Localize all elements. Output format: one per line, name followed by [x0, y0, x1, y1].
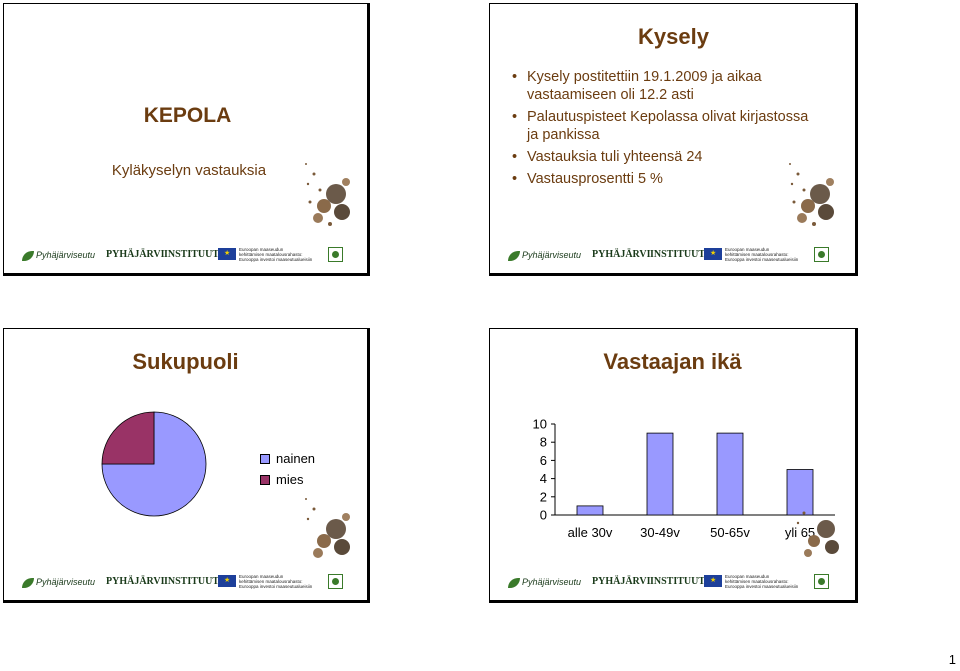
leaf-logo-icon: [508, 577, 520, 588]
legend-label: nainen: [276, 451, 316, 466]
sponsor-footer: Pyhäjärviseutu PYHÄJÄRVI INSTITUUTTI Eur…: [508, 245, 838, 267]
sponsor-footer: Pyhäjärviseutu PYHÄJÄRVI INSTITUUTTI Eur…: [22, 572, 352, 594]
pyhajarviseutu-logo: Pyhäjärviseutu: [36, 250, 96, 260]
pyhajarvi-logo: PYHÄJÄRVI: [106, 576, 165, 587]
soil-decoration-image: [305, 163, 350, 226]
slide-vastaajan-ika: Vastaajan ikä 0 2 4 6 8 10 alle 30v 30-49v 50-65…: [489, 328, 858, 603]
leader-logo-icon: [328, 247, 343, 262]
pyhajarvi-logo: PYHÄJÄRVI: [592, 576, 651, 587]
y-tick-label: 4: [540, 471, 547, 486]
slide-title: KEPOLA: [143, 104, 232, 127]
legend-item: mies: [256, 472, 315, 493]
bar-alle 30v: [576, 505, 604, 516]
instituutti-logo: INSTITUUTTI: [164, 249, 230, 260]
pyhajarviseutu-logo: Pyhäjärviseutu: [36, 577, 96, 587]
x-tick-label: yli 65: [785, 525, 815, 540]
legend-item: nainen: [256, 451, 315, 472]
eu-flag-icon: [218, 575, 236, 587]
instituutti-logo: INSTITUUTTI: [164, 576, 230, 587]
y-tick-label: 8: [540, 435, 547, 450]
pie-chart: [101, 411, 207, 517]
leader-logo-icon: [814, 574, 829, 589]
bullet-item: Palautuspisteet Kepolassa olivat kirjast…: [512, 108, 818, 144]
slide-kysely: Kysely Kysely postitettiin 19.1.2009 ja …: [489, 3, 858, 276]
y-tick-label: 10: [533, 417, 547, 432]
slide-title: Kysely: [638, 24, 709, 49]
bar-yli 65: [786, 469, 814, 516]
slide-title: Vastaajan ikä: [603, 349, 742, 374]
soil-decoration-image: [305, 498, 350, 558]
sponsor-footer: Pyhäjärviseutu PYHÄJÄRVI INSTITUUTTI Eur…: [508, 572, 838, 594]
leaf-logo-icon: [22, 250, 34, 261]
pie-legend: nainen mies: [256, 451, 315, 493]
soil-decoration-image: [796, 511, 839, 557]
leader-logo-icon: [328, 574, 343, 589]
instituutti-logo: INSTITUUTTI: [650, 249, 716, 260]
legend-label: mies: [276, 472, 304, 487]
pie-slice-nainen: [101, 411, 207, 517]
slide-kepola: KEPOLA Kyläkyselyn vastauksia Pyhäjärvis…: [3, 3, 370, 276]
pyhajarvi-logo: PYHÄJÄRVI: [106, 249, 165, 260]
bar-50-65v: [716, 432, 744, 516]
x-tick-label: alle 30v: [568, 525, 613, 540]
sponsor-footer: Pyhäjärviseutu PYHÄJÄRVI INSTITUUTTI Eur…: [22, 245, 352, 267]
eu-flag-icon: [218, 248, 236, 260]
slide-sukupuoli: Sukupuoli nainen mies Pyhäjärviseutu PYH…: [3, 328, 370, 603]
page-number: 1: [948, 652, 956, 667]
leader-logo-icon: [814, 247, 829, 262]
eu-text: Euroopan maaseudun kehittämisen maatalous…: [239, 247, 313, 262]
pyhajarviseutu-logo: Pyhäjärviseutu: [522, 250, 582, 260]
eu-flag-icon: [704, 248, 722, 260]
bullet-list: Kysely postitettiin 19.1.2009 ja aikaa v…: [512, 68, 818, 192]
eu-text: Euroopan maaseudun kehittämisen maatalous…: [725, 247, 799, 262]
y-tick-label: 6: [540, 453, 547, 468]
legend-swatch: [260, 454, 270, 464]
bar-chart: 0 2 4 6 8 10 alle 30v 30-49v 50-65v yli 65: [533, 417, 835, 540]
soil-decoration-image: [789, 163, 834, 226]
eu-flag-icon: [704, 575, 722, 587]
x-tick-label: 30-49v: [640, 525, 680, 540]
legend-swatch: [260, 475, 270, 485]
bullet-item: Vastauksia tuli yhteensä 24: [512, 148, 818, 166]
pie-slice-mies: [101, 411, 155, 465]
y-tick-label: 0: [540, 508, 547, 523]
eu-text: Euroopan maaseudun kehittämisen maatalous…: [725, 574, 799, 589]
bar-30-49v: [646, 432, 674, 516]
instituutti-logo: INSTITUUTTI: [650, 576, 716, 587]
slide-subtitle: Kyläkyselyn vastauksia: [111, 162, 267, 179]
y-tick-label: 2: [540, 489, 547, 504]
pyhajarviseutu-logo: Pyhäjärviseutu: [522, 577, 582, 587]
slide-title: Sukupuoli: [132, 349, 239, 374]
x-tick-label: 50-65v: [710, 525, 750, 540]
leaf-logo-icon: [508, 250, 520, 261]
leaf-logo-icon: [22, 577, 34, 588]
bullet-item: Kysely postitettiin 19.1.2009 ja aikaa v…: [512, 68, 818, 104]
pyhajarvi-logo: PYHÄJÄRVI: [592, 249, 651, 260]
eu-text: Euroopan maaseudun kehittämisen maatalous…: [239, 574, 313, 589]
bullet-item: Vastausprosentti 5 %: [512, 170, 818, 188]
